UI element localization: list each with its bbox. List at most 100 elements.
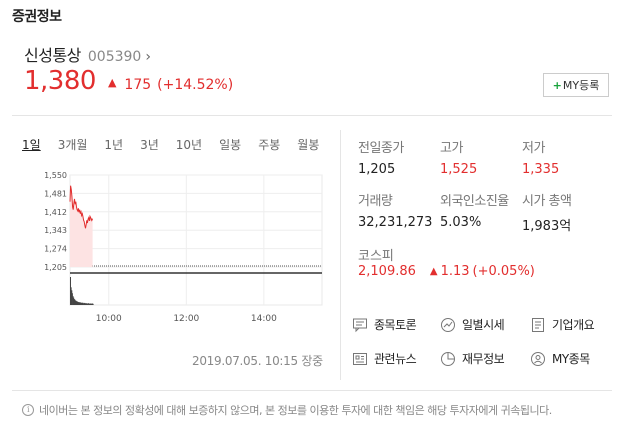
tab-3m[interactable]: 3개월 <box>57 138 88 152</box>
divider <box>12 390 612 391</box>
disclaimer: i 네이버는 본 정보의 정확성에 대해 보증하지 않으며, 본 정보를 이용한… <box>22 402 552 418</box>
info-icon: i <box>22 404 34 416</box>
volume-bar <box>80 302 82 305</box>
volume-bar <box>79 302 81 305</box>
volume-bar <box>77 302 79 305</box>
chevron-right-icon[interactable]: › <box>145 49 151 65</box>
volume-bar <box>81 302 83 305</box>
stock-header[interactable]: 신성통상 005390 › <box>24 42 151 66</box>
volume-bar <box>83 303 85 305</box>
high-value: 1,525 <box>440 162 478 177</box>
document-icon <box>532 317 544 332</box>
price-row: 1,380 ▲ 175 (+14.52%) <box>24 66 233 96</box>
stat-volume: 거래량 32,231,273 <box>358 190 432 230</box>
chat-icon <box>353 318 367 332</box>
volume-bar <box>73 297 75 305</box>
y-tick-label: 1,343 <box>44 226 67 235</box>
pie-icon <box>441 351 455 366</box>
link-daily-price[interactable]: 일별시세 <box>440 316 505 333</box>
volume-bar <box>71 293 73 305</box>
kospi-change: 1.13 <box>440 264 470 279</box>
stat-prev-close: 전일종가 1,205 <box>358 137 404 177</box>
y-tick-label: 1,274 <box>44 245 67 254</box>
foreign-value: 5.03% <box>440 215 482 230</box>
volume-bar <box>89 303 91 305</box>
tab-weekly[interactable]: 주봉 <box>258 138 281 152</box>
volume-bar <box>73 299 75 305</box>
price-area <box>70 185 93 267</box>
volume-bar <box>79 302 80 305</box>
high-label: 고가 <box>440 141 463 156</box>
stock-name[interactable]: 신성통상 <box>24 46 81 65</box>
kospi-value: 2,109.86 <box>358 264 416 279</box>
volume-bar <box>85 303 87 305</box>
foreign-label: 외국인소진율 <box>440 194 509 209</box>
y-tick-label: 1,205 <box>44 263 67 272</box>
kospi-row: 2,109.86 ▲ 1.13 (+0.05%) <box>358 264 535 279</box>
stat-market-cap: 시가 총액 1,983억 <box>522 190 572 234</box>
tab-daily[interactable]: 일봉 <box>219 138 242 152</box>
link-discussion[interactable]: 종목토론 <box>352 316 417 333</box>
link-related-news-label: 관련뉴스 <box>374 352 417 366</box>
volume-bar <box>92 303 94 305</box>
volume-bar <box>81 302 82 305</box>
volume-value: 32,231,273 <box>358 215 433 230</box>
tab-3y[interactable]: 3년 <box>140 138 159 152</box>
x-tick-label: 14:00 <box>251 314 277 324</box>
tab-monthly[interactable]: 월봉 <box>297 138 320 152</box>
volume-bar <box>87 303 89 305</box>
volume-bar <box>77 301 79 305</box>
current-price: 1,380 <box>24 66 96 96</box>
market-cap-label: 시가 총액 <box>522 194 572 209</box>
intraday-chart[interactable]: 10:00 12:00 14:00 1,550 1,481 1,412 1,343 1,274… <box>24 160 324 330</box>
link-discussion-label: 종목토론 <box>374 318 417 332</box>
disclaimer-text: 네이버는 본 정보의 정확성에 대해 보증하지 않으며, 본 정보를 이용한 투… <box>39 404 552 417</box>
vertical-divider <box>340 130 341 380</box>
stock-code[interactable]: 005390 <box>87 49 142 65</box>
kospi-change-percent: (+0.05%) <box>472 264 535 279</box>
timestamp: 2019.07.05. 10:15 장중 <box>192 354 323 368</box>
up-triangle-icon: ▲ <box>107 76 117 89</box>
volume-bar <box>72 296 74 305</box>
section-title: 증권정보 <box>12 9 62 25</box>
stat-low: 저가 1,335 <box>522 137 559 177</box>
tab-1y[interactable]: 1년 <box>104 138 124 152</box>
link-my-stocks[interactable]: MY종목 <box>530 350 590 367</box>
volume-bar <box>90 303 92 305</box>
plus-icon: + <box>552 78 562 92</box>
volume-bar <box>84 302 86 305</box>
volume-bar <box>91 303 93 305</box>
my-register-label: MY등록 <box>562 79 600 92</box>
x-tick-label: 12:00 <box>173 314 199 324</box>
link-company-overview[interactable]: 기업개요 <box>530 316 595 333</box>
volume-bar <box>92 303 93 305</box>
link-financials[interactable]: 재무정보 <box>440 350 505 367</box>
stat-foreign: 외국인소진율 5.03% <box>440 190 509 230</box>
volume-bar <box>82 302 84 305</box>
y-tick-label: 1,412 <box>44 208 67 217</box>
low-value: 1,335 <box>522 162 560 177</box>
volume-bar <box>78 302 80 305</box>
chart-frame <box>69 174 323 306</box>
tab-1d[interactable]: 1일 <box>22 138 41 152</box>
up-triangle-icon: ▲ <box>429 266 438 277</box>
volume-bar <box>84 303 86 305</box>
person-icon <box>531 351 545 366</box>
price-change-percent: (+14.52%) <box>157 77 234 93</box>
price-line <box>69 185 94 229</box>
volume-bar <box>86 303 88 305</box>
x-tick-label: 10:00 <box>96 314 122 324</box>
link-company-overview-label: 기업개요 <box>552 318 595 332</box>
low-label: 저가 <box>522 141 545 156</box>
divider <box>12 115 612 116</box>
tab-10y[interactable]: 10년 <box>175 138 203 152</box>
link-related-news[interactable]: 관련뉴스 <box>352 350 417 367</box>
volume-bar <box>86 303 88 305</box>
my-register-button[interactable]: + MY등록 <box>543 73 609 97</box>
volume-bar <box>88 303 90 305</box>
volume-bar <box>70 277 71 305</box>
link-my-stocks-label: MY종목 <box>552 352 590 366</box>
price-change: 175 <box>124 77 152 93</box>
stat-high: 고가 1,525 <box>440 137 477 177</box>
volume-bar <box>75 300 77 305</box>
